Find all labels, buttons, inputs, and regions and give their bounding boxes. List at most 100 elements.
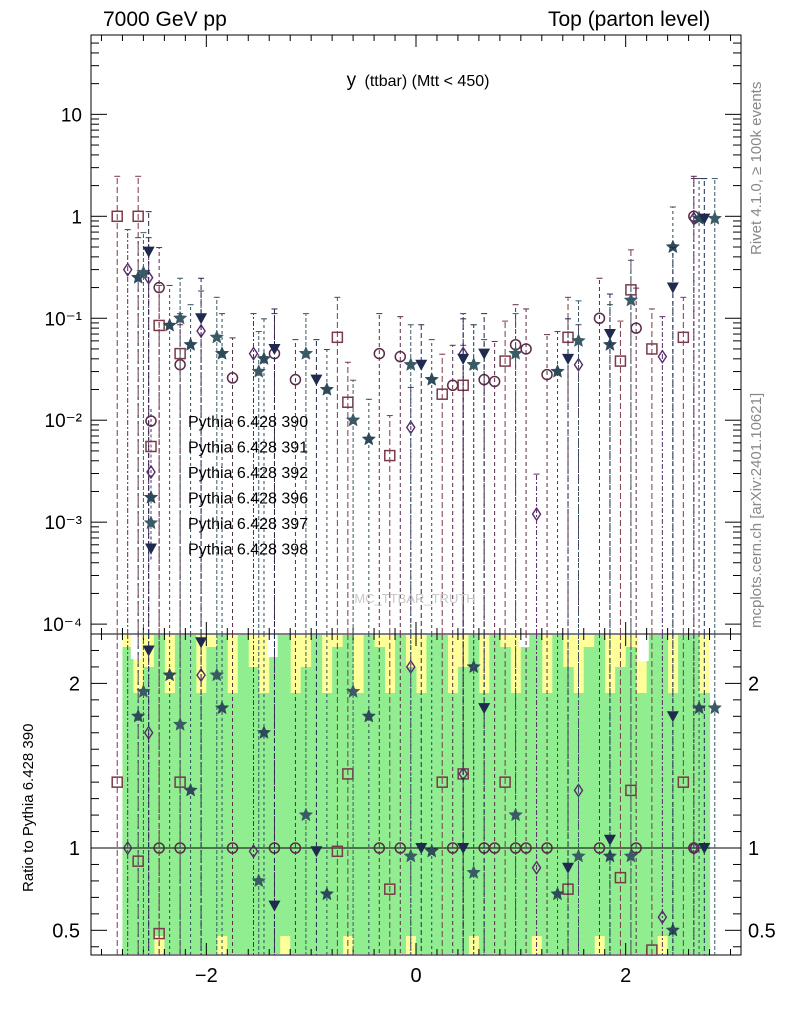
ratio-point [657, 909, 668, 925]
ratio-point [195, 637, 208, 649]
ratio-point [593, 842, 606, 854]
band-green [258, 693, 270, 954]
data-point [345, 412, 361, 427]
data-point [394, 350, 407, 363]
ratio-point [499, 776, 511, 788]
data-point [183, 337, 198, 351]
data-point [132, 210, 144, 223]
ratio-point [457, 843, 470, 854]
ratio-point [550, 886, 565, 901]
band-green [604, 693, 616, 954]
legend-label: Pythia 6.428 390 [188, 414, 308, 431]
data-point [172, 310, 188, 325]
ratio-point [122, 840, 133, 856]
data-point [657, 349, 668, 364]
data-point [361, 431, 377, 446]
band-gap [267, 635, 278, 657]
band-green [395, 635, 407, 954]
data-point [384, 449, 396, 462]
data-point [623, 292, 639, 307]
data-point [319, 381, 335, 396]
ratio-point [268, 900, 281, 912]
ratio-point [446, 842, 459, 854]
legend-marker [143, 515, 159, 530]
ratio-point [623, 848, 639, 863]
data-point [531, 506, 542, 522]
ratio-point [508, 807, 523, 822]
ratio-point [520, 842, 532, 854]
ratio-y-tick-label-left: 1 [69, 838, 80, 860]
legend-label: Pythia 6.428 396 [188, 491, 308, 508]
data-point [122, 262, 133, 277]
data-point [162, 317, 177, 332]
legend-label: Pythia 6.428 398 [188, 542, 308, 559]
band-green [688, 635, 700, 954]
ratio-y-tick-label-right: 1 [748, 838, 759, 860]
ratio-point [688, 840, 699, 856]
chart-title-sub: (ttbar) (Mtt < 450) [365, 73, 490, 90]
ratio-y-tick-label-left: 0.5 [52, 920, 80, 942]
band-green [185, 635, 197, 954]
ratio-uncertainty-bands [122, 635, 711, 954]
ratio-point [331, 845, 344, 858]
data-point [289, 373, 302, 386]
ratio-point [707, 700, 723, 715]
ratio-y-tick-label-right: 0.5 [748, 920, 776, 942]
ratio-point [424, 843, 440, 858]
data-point [226, 372, 239, 384]
header-left: 7000 GeV pp [103, 8, 227, 31]
ratio-point [361, 708, 377, 723]
data-point [603, 329, 616, 341]
data-point [573, 357, 584, 372]
data-point [142, 246, 155, 258]
band-gap [130, 635, 142, 659]
band-green [436, 635, 448, 954]
ratio-point [436, 776, 448, 788]
data-point [541, 368, 553, 381]
ratio-point [541, 842, 553, 854]
x-tick-label: 2 [620, 965, 631, 987]
legend-entry: Pythia 6.428 391 [145, 434, 308, 459]
ratio-point [153, 927, 165, 940]
ratio-point [373, 842, 386, 854]
main-y-tick-label: 10⁻⁴ [43, 615, 82, 636]
band-green [426, 635, 438, 954]
legend-entry: Pythia 6.428 397 [143, 511, 308, 535]
ratio-point [248, 844, 259, 859]
band-green [594, 635, 606, 936]
data-point [550, 363, 565, 378]
data-point [562, 353, 575, 365]
band-green [279, 635, 291, 936]
data-point [698, 213, 711, 225]
series-5 [136, 178, 723, 955]
axis-tick-labels: −2 0 2 10⁻⁴ 10⁻³ 10⁻² 10⁻¹ 1 10 0.5 0.5 1 1 2 2 [43, 105, 776, 987]
data-point [153, 281, 165, 294]
ratio-point [111, 776, 123, 788]
data-point [195, 313, 208, 325]
ratio-point [531, 860, 542, 876]
ratio-point [345, 683, 361, 698]
band-gap [518, 635, 530, 647]
legend-label: Pythia 6.428 397 [188, 516, 308, 533]
ratio-point [478, 703, 491, 715]
band-green [416, 693, 427, 954]
band-green [174, 635, 186, 954]
axis-ticks [91, 34, 741, 955]
ratio-point [289, 842, 302, 854]
ratio-point [298, 807, 314, 822]
data-point [707, 210, 723, 225]
band-green [636, 693, 648, 954]
data-point [466, 357, 481, 371]
band-green [237, 635, 249, 954]
data-point [424, 371, 440, 386]
x-tick-label: 0 [410, 965, 421, 987]
data-point [373, 347, 386, 360]
ratio-point [142, 645, 155, 657]
data-point [153, 319, 165, 332]
band-green [699, 693, 711, 954]
data-point [571, 333, 586, 348]
legend-label: Pythia 6.428 392 [188, 465, 308, 482]
data-point [665, 239, 681, 254]
data-point [508, 345, 523, 360]
